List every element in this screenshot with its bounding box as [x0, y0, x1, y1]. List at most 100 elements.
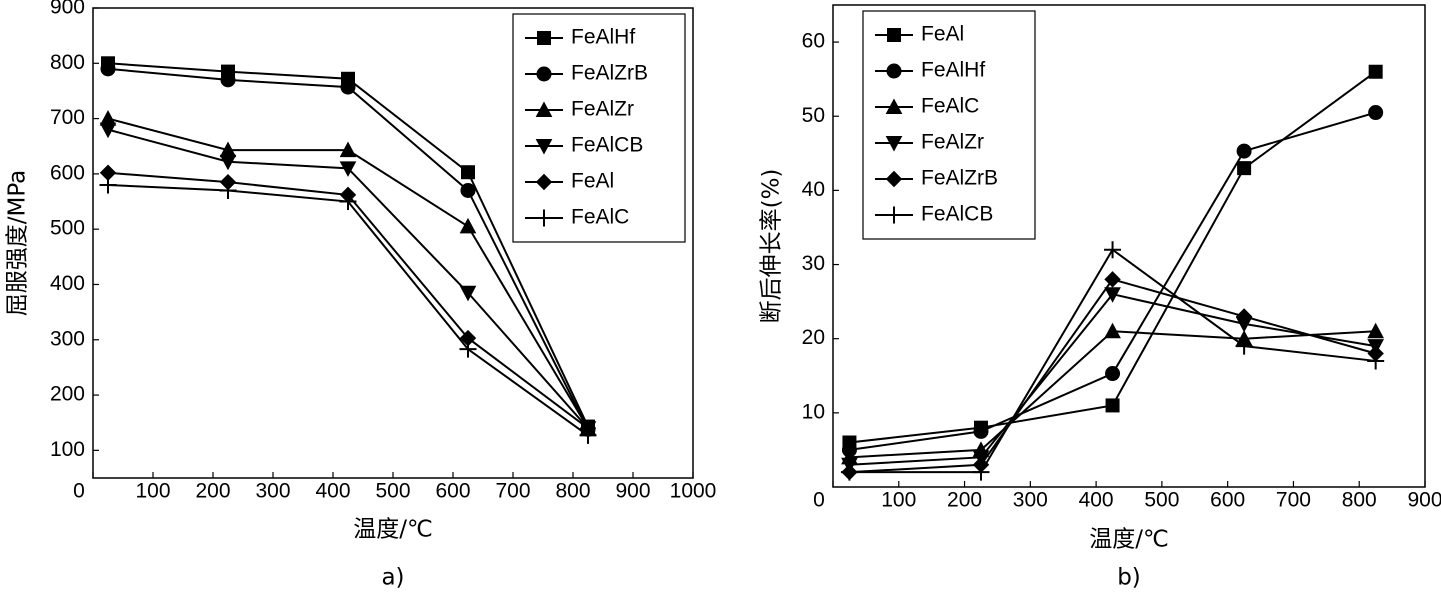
legend-marker: [535, 101, 553, 117]
x-tick-label: 400: [315, 480, 350, 503]
legend-marker: [536, 66, 552, 82]
y-tick-label: 900: [50, 0, 85, 19]
legend-label: FeAlHf: [571, 26, 635, 49]
y-axis-title: 屈服强度/MPa: [5, 170, 31, 317]
caption: b): [1117, 565, 1141, 591]
x-tick-label: 200: [947, 489, 982, 512]
marker: [219, 154, 237, 171]
marker: [339, 161, 357, 177]
x-axis-title: 温度/℃: [1089, 527, 1169, 553]
x-axis-title: 温度/℃: [353, 517, 433, 543]
marker: [1104, 271, 1121, 288]
marker: [973, 423, 989, 439]
legend-label: FeAlZrB: [571, 62, 648, 85]
y-tick-label: 30: [802, 252, 825, 275]
marker: [459, 340, 477, 358]
y-tick-label: 20: [802, 326, 825, 349]
marker: [220, 72, 236, 88]
marker: [1105, 398, 1120, 413]
legend-marker: [535, 173, 553, 191]
legend-marker: [535, 209, 553, 227]
x-tick-label: 400: [1079, 489, 1114, 512]
marker: [1368, 105, 1384, 121]
x-tick-label: 500: [375, 480, 410, 503]
marker: [1236, 143, 1252, 159]
marker: [459, 217, 477, 234]
x-tick-label: 700: [1276, 489, 1311, 512]
x-tick-label: 800: [555, 480, 590, 503]
marker: [972, 463, 990, 481]
legend-label: FeAlCB: [571, 134, 643, 157]
marker: [1105, 366, 1121, 382]
x-tick-label: 0: [813, 489, 825, 512]
marker: [340, 79, 356, 95]
x-tick-label: 300: [1013, 489, 1048, 512]
legend-marker: [885, 170, 903, 188]
x-tick-label: 0: [73, 480, 85, 503]
marker: [99, 122, 117, 139]
x-tick-label: 600: [1210, 489, 1245, 512]
legend-box: [512, 13, 686, 243]
marker: [339, 193, 357, 211]
x-tick-label: 200: [195, 480, 230, 503]
y-tick-label: 400: [50, 272, 85, 295]
legend-label: FeAlZrB: [921, 167, 998, 190]
x-tick-label: 500: [1144, 489, 1179, 512]
x-tick-label: 900: [1407, 489, 1441, 512]
legend-marker: [885, 206, 903, 224]
marker: [1235, 337, 1253, 355]
marker: [459, 285, 477, 302]
marker: [219, 181, 237, 199]
x-tick-label: 100: [881, 489, 916, 512]
y-axis-title: 断后伸长率(%): [759, 169, 785, 324]
x-tick-label: 700: [495, 480, 530, 503]
y-tick-label: 600: [50, 161, 85, 184]
y-tick-label: 500: [50, 217, 85, 240]
marker: [461, 165, 475, 180]
y-tick-label: 300: [50, 327, 85, 350]
marker: [1367, 352, 1385, 370]
y-tick-label: 60: [802, 30, 825, 53]
x-tick-label: 1000: [670, 480, 717, 503]
y-tick-label: 40: [802, 178, 825, 201]
marker: [339, 141, 357, 158]
caption: a): [381, 565, 404, 591]
marker: [100, 61, 116, 77]
marker: [1104, 241, 1122, 259]
marker: [1367, 322, 1385, 339]
legend-marker: [885, 136, 903, 152]
plot-frame: [832, 4, 1426, 488]
marker: [1237, 161, 1252, 176]
y-tick-label: 50: [802, 104, 825, 127]
x-tick-label: 900: [615, 480, 650, 503]
y-tick-label: 800: [50, 51, 85, 74]
marker: [99, 176, 117, 194]
marker: [1104, 287, 1121, 303]
marker: [1104, 322, 1121, 339]
x-tick-label: 100: [135, 480, 170, 503]
legend-box: [862, 10, 1036, 240]
legend-label: FeAlZr: [921, 131, 984, 154]
legend-marker: [537, 31, 551, 45]
y-tick-label: 200: [50, 383, 85, 406]
legend-label: FeAl: [921, 23, 964, 46]
marker: [1368, 64, 1383, 79]
legend-label: FeAlHf: [921, 59, 985, 82]
x-tick-label: 600: [435, 480, 470, 503]
legend-marker: [887, 28, 901, 42]
marker: [1235, 308, 1253, 325]
marker: [460, 182, 476, 198]
legend-label: FeAlZr: [571, 98, 634, 121]
y-tick-label: 10: [802, 400, 825, 423]
legend-marker: [535, 139, 553, 155]
y-tick-label: 100: [50, 438, 85, 461]
legend-label: FeAl: [571, 170, 614, 193]
x-tick-label: 800: [1342, 489, 1377, 512]
marker: [579, 426, 597, 444]
legend-marker: [885, 98, 903, 114]
legend-label: FeAlC: [921, 95, 979, 118]
legend-label: FeAlC: [571, 206, 629, 229]
y-tick-label: 700: [50, 106, 85, 129]
marker: [840, 463, 858, 481]
